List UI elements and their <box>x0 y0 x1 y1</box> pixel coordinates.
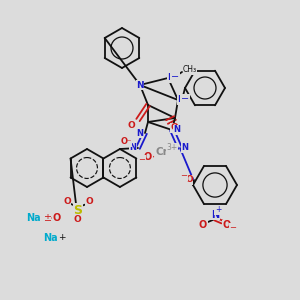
Text: N: N <box>130 143 136 152</box>
Text: −: − <box>171 72 179 82</box>
Text: N: N <box>136 128 143 137</box>
Text: −: − <box>181 172 188 181</box>
Text: Na: Na <box>43 233 57 243</box>
Text: O: O <box>170 124 178 133</box>
Text: O: O <box>127 122 135 130</box>
Text: Cr: Cr <box>156 147 168 157</box>
Text: S: S <box>74 203 82 217</box>
Text: O: O <box>63 196 71 206</box>
Text: +: + <box>58 232 66 242</box>
Text: O⁻: O⁻ <box>120 137 132 146</box>
Text: O: O <box>185 176 193 184</box>
Text: N: N <box>182 143 188 152</box>
Text: +: + <box>215 206 221 214</box>
Text: O: O <box>223 220 231 230</box>
Text: O: O <box>199 220 207 230</box>
Text: N: N <box>136 80 144 89</box>
Text: O: O <box>85 196 93 206</box>
Text: Na: Na <box>26 213 40 223</box>
Text: 3+: 3+ <box>167 143 178 152</box>
Text: O: O <box>73 215 81 224</box>
Text: O: O <box>144 152 152 162</box>
Text: N: N <box>167 74 175 82</box>
Text: ±: ± <box>43 213 51 223</box>
Text: N: N <box>177 95 185 104</box>
Text: CH₃: CH₃ <box>183 65 197 74</box>
Text: N: N <box>211 210 219 220</box>
Text: −: − <box>139 155 145 164</box>
Text: −: − <box>230 224 236 232</box>
Text: O: O <box>53 213 61 223</box>
Text: N: N <box>173 125 181 134</box>
Text: −: − <box>181 94 189 104</box>
